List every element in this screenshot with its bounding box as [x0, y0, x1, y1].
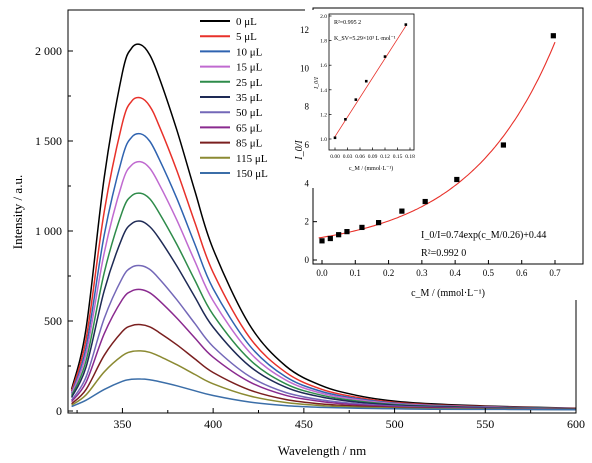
small-inset-ksv: K_SV=5.29×10³ L·mol⁻¹ [334, 36, 396, 42]
legend-label: 10 μL [236, 46, 263, 58]
small-inset-data-point [364, 79, 368, 83]
small-inset-y-tick-label: 1.6 [320, 63, 327, 69]
inset-x-tick-label: 0.2 [383, 268, 394, 278]
small-inset-data-point [404, 23, 408, 26]
main-x-tick-label: 500 [386, 417, 404, 431]
legend-label: 50 μL [236, 107, 263, 119]
inset-data-point [319, 238, 325, 244]
inset-x-axis-label: c_M / (mmol·L⁻¹) [411, 288, 485, 299]
inset-data-point [375, 220, 382, 226]
small-inset-data-point [383, 55, 387, 58]
main-y-tick-label: 1 500 [35, 134, 62, 148]
inset-x-tick-label: 0.1 [350, 268, 361, 278]
small-inset-fit-line [334, 25, 407, 137]
small-inset-data-point [333, 136, 337, 140]
inset-x-tick-label: 0.4 [450, 268, 462, 278]
small-inset-y-tick-label: 2.0 [320, 14, 327, 20]
small-inset-plot: 0.00 0.03 0.06 0.09 0.12 0.15 0.18 1.01.21.41.… [312, 10, 416, 188]
spectrum-line-0 [70, 43, 577, 410]
legend-label: 65 μL [236, 122, 263, 134]
inset-y-tick-label: 12 [300, 25, 309, 35]
legend-label: 25 μL [236, 77, 263, 89]
small-inset-data-group [333, 23, 408, 140]
inset-data-point [500, 142, 507, 148]
inset-fit-equation: I_0/I=0.74exp(c_M/0.26)+0.44 [421, 230, 546, 241]
legend-label: 150 μL [236, 168, 268, 180]
legend-label: 35 μL [236, 92, 263, 104]
inset-x-tick-label: 0.7 [549, 268, 561, 278]
main-x-tick-label: 350 [113, 417, 131, 431]
main-x-ticks: 350 400 450 500 550 600 [76, 408, 585, 431]
small-inset-y-axis-label: I_0/I [314, 76, 320, 90]
inset-x-tick-label: 0.3 [416, 268, 428, 278]
main-y-axis-label: Intensity / a.u. [10, 175, 25, 249]
main-y-tick-label: 2 000 [35, 44, 62, 58]
main-plot: 350 400 450 500 550 600 0 500 1 000 1 500 2 000 W… [10, 9, 585, 458]
legend-label: 115 μL [236, 153, 268, 165]
inset-data-point [454, 176, 460, 183]
main-y-ticks: 0 500 1 000 1 500 2 000 [35, 44, 73, 418]
legend-label: 85 μL [236, 138, 263, 150]
main-y-tick-label: 0 [56, 404, 62, 418]
small-inset-r-squared: R²=0.995 2 [334, 20, 361, 26]
inset-data-point [399, 208, 405, 214]
small-inset-x-tick-label: 0.00 [330, 154, 340, 160]
legend-label: 15 μL [236, 62, 263, 74]
inset-data-point [327, 235, 333, 242]
inset-y-tick-label: 10 [300, 63, 310, 73]
inset-x-tick-label: 0.6 [516, 268, 528, 278]
small-inset-x-tick-label: 0.15 [393, 154, 403, 160]
inset-data-point [550, 33, 556, 39]
small-inset-x-tick-label: 0.06 [355, 154, 365, 160]
main-y-tick-label: 1 000 [35, 224, 62, 238]
small-inset-x-tick-label: 0.12 [380, 154, 390, 160]
main-x-tick-label: 600 [567, 417, 585, 431]
small-inset-data-point [344, 118, 347, 121]
inset-data-point [336, 232, 342, 238]
inset-x-tick-label: 0.0 [316, 268, 328, 278]
inset-y-axis-label: I_0/I [294, 140, 305, 161]
main-x-tick-label: 400 [204, 417, 222, 431]
small-inset-y-tick-label: 1.2 [320, 112, 327, 118]
small-inset-x-tick-label: 0.09 [368, 154, 378, 160]
inset-x-ticks: 0.0 0.1 0.2 0.3 0.4 0.5 0.6 0.7 [316, 260, 561, 278]
legend: 0 μL 5 μL 10 μL 15 μL 25 μL 35 μL 50 μL 65 μL 85… [200, 16, 268, 180]
spectra-series-group [70, 43, 577, 411]
main-x-tick-label: 550 [476, 417, 494, 431]
inset-y-tick-label: 6 [305, 140, 310, 150]
small-inset-y-tick-label: 1.4 [320, 88, 327, 94]
small-inset-y-ticks: 1.0 1.2 1.4 1.6 1.8 2.0 [320, 14, 332, 143]
small-inset-data-point [354, 98, 358, 101]
inset-fit-curve [318, 41, 556, 239]
inset-data-group [318, 33, 556, 244]
small-inset-x-tick-label: 0.03 [343, 154, 353, 160]
small-inset-frame [328, 13, 415, 151]
inset-y-tick-label: 4 [305, 178, 310, 188]
small-inset-x-axis-label: c_M / (mmol·L⁻¹) [349, 165, 393, 172]
inset-y-tick-label: 0 [305, 255, 310, 265]
inset-data-point [422, 198, 428, 205]
inset-data-point [359, 224, 365, 231]
small-inset-x-ticks: 0.00 0.03 0.06 0.09 0.12 0.15 0.18 [330, 147, 415, 160]
small-inset-x-tick-label: 0.18 [405, 154, 415, 160]
legend-label: 5 μL [236, 31, 257, 43]
legend-label: 0 μL [236, 16, 257, 28]
inset-fit-r-squared: R²=0.992 0 [421, 248, 466, 259]
inset-data-point [344, 229, 350, 235]
spectrum-line-10 [71, 378, 577, 411]
inset-y-tick-label: 2 [305, 217, 310, 227]
main-x-tick-label: 450 [295, 417, 313, 431]
main-x-axis-label: Wavelength / nm [278, 443, 367, 458]
small-inset-y-tick-label: 1.0 [320, 137, 327, 143]
inset-x-tick-label: 0.5 [483, 268, 495, 278]
main-y-tick-label: 500 [44, 314, 62, 328]
small-inset-y-tick-label: 1.8 [320, 39, 327, 45]
inset-y-tick-label: 8 [305, 102, 310, 112]
